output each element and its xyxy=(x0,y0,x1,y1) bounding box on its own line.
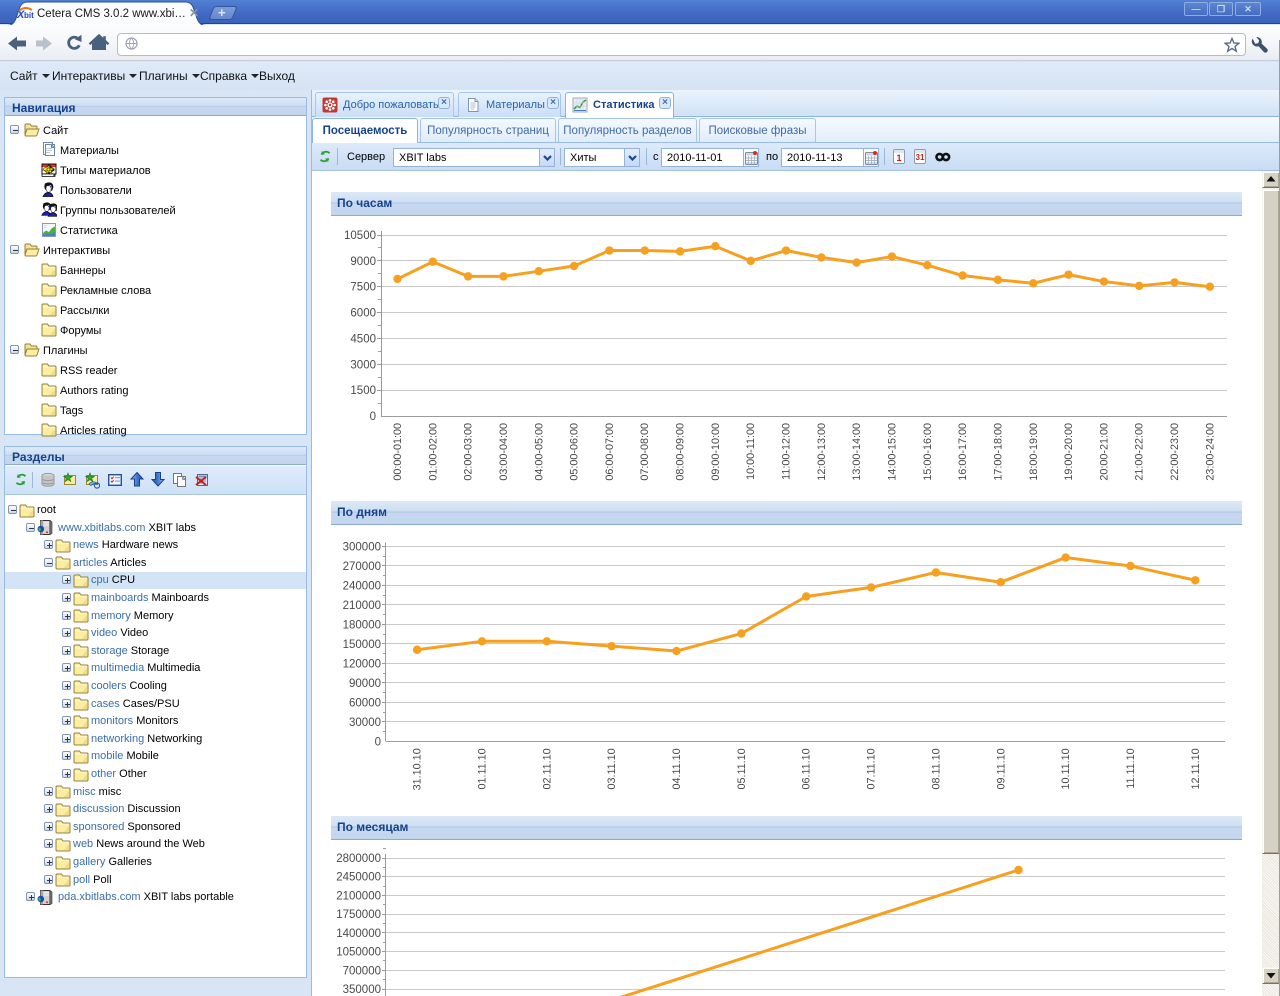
svg-text:1750000: 1750000 xyxy=(336,909,381,921)
svg-text:22:00-23:00: 22:00-23:00 xyxy=(1169,423,1181,481)
svg-text:03:00-04:00: 03:00-04:00 xyxy=(498,423,510,481)
svg-text:300000: 300000 xyxy=(343,542,381,554)
svg-text:150000: 150000 xyxy=(343,639,381,651)
svg-text:09.11.10: 09.11.10 xyxy=(995,748,1007,789)
svg-text:12:00-13:00: 12:00-13:00 xyxy=(816,423,828,481)
svg-text:17:00-18:00: 17:00-18:00 xyxy=(992,423,1004,481)
svg-text:15:00-16:00: 15:00-16:00 xyxy=(922,423,934,481)
svg-text:07:00-08:00: 07:00-08:00 xyxy=(639,423,651,481)
svg-text:2800000: 2800000 xyxy=(336,853,381,865)
svg-text:01.11.10: 01.11.10 xyxy=(476,748,488,789)
svg-text:240000: 240000 xyxy=(343,580,381,592)
svg-text:bit: bit xyxy=(24,11,34,20)
svg-text:02:00-03:00: 02:00-03:00 xyxy=(463,423,475,481)
svg-text:270000: 270000 xyxy=(343,561,381,573)
svg-text:1400000: 1400000 xyxy=(336,928,381,940)
svg-text:08:00-09:00: 08:00-09:00 xyxy=(675,423,687,481)
svg-text:1500: 1500 xyxy=(350,385,376,397)
svg-text:7500: 7500 xyxy=(350,282,376,294)
svg-text:13:00-14:00: 13:00-14:00 xyxy=(851,423,863,481)
svg-text:2100000: 2100000 xyxy=(336,890,381,902)
svg-text:20:00-21:00: 20:00-21:00 xyxy=(1098,423,1110,481)
svg-text:01:00-02:00: 01:00-02:00 xyxy=(427,423,439,481)
svg-text:350000: 350000 xyxy=(343,984,381,996)
svg-text:X: X xyxy=(17,9,25,21)
svg-text:31.10.10: 31.10.10 xyxy=(412,748,424,790)
svg-text:6000: 6000 xyxy=(350,308,376,320)
svg-text:1050000: 1050000 xyxy=(336,947,381,959)
svg-text:3000: 3000 xyxy=(350,359,376,371)
svg-text:180000: 180000 xyxy=(343,619,381,631)
svg-text:04:00-05:00: 04:00-05:00 xyxy=(533,423,545,481)
svg-text:0: 0 xyxy=(375,736,381,748)
svg-text:700000: 700000 xyxy=(343,965,381,977)
svg-text:07.11.10: 07.11.10 xyxy=(866,748,878,789)
svg-text:03.11.10: 03.11.10 xyxy=(606,748,618,789)
svg-text:0: 0 xyxy=(370,411,376,423)
svg-text:30000: 30000 xyxy=(349,717,381,729)
svg-text:16:00-17:00: 16:00-17:00 xyxy=(957,423,969,481)
svg-text:90000: 90000 xyxy=(349,678,381,690)
svg-text:14:00-15:00: 14:00-15:00 xyxy=(886,423,898,481)
svg-text:60000: 60000 xyxy=(349,697,381,709)
svg-text:4500: 4500 xyxy=(350,333,376,345)
svg-text:10:00-11:00: 10:00-11:00 xyxy=(745,423,757,480)
svg-text:23:00-24:00: 23:00-24:00 xyxy=(1204,423,1216,481)
svg-text:08.11.10: 08.11.10 xyxy=(930,748,942,789)
svg-text:12.11.10: 12.11.10 xyxy=(1190,748,1202,789)
svg-text:2450000: 2450000 xyxy=(336,872,381,884)
svg-text:09:00-10:00: 09:00-10:00 xyxy=(710,423,722,481)
svg-text:06:00-07:00: 06:00-07:00 xyxy=(604,423,616,481)
svg-text:18:00-19:00: 18:00-19:00 xyxy=(1028,423,1040,481)
svg-text:02.11.10: 02.11.10 xyxy=(541,748,553,789)
svg-text:10.11.10: 10.11.10 xyxy=(1060,748,1072,789)
svg-text:210000: 210000 xyxy=(343,600,381,612)
svg-text:19:00-20:00: 19:00-20:00 xyxy=(1063,423,1075,481)
svg-text:06.11.10: 06.11.10 xyxy=(801,748,813,789)
svg-text:9000: 9000 xyxy=(350,256,376,268)
svg-text:04.11.10: 04.11.10 xyxy=(671,748,683,789)
svg-text:11.11.10: 11.11.10 xyxy=(1125,748,1137,788)
svg-text:05:00-06:00: 05:00-06:00 xyxy=(569,423,581,481)
svg-text:21:00-22:00: 21:00-22:00 xyxy=(1134,423,1146,481)
svg-text:05.11.10: 05.11.10 xyxy=(736,748,748,789)
svg-text:00:00-01:00: 00:00-01:00 xyxy=(392,423,404,481)
svg-text:11:00-12:00: 11:00-12:00 xyxy=(781,423,793,480)
svg-text:120000: 120000 xyxy=(343,658,381,670)
svg-text:10500: 10500 xyxy=(344,230,376,242)
